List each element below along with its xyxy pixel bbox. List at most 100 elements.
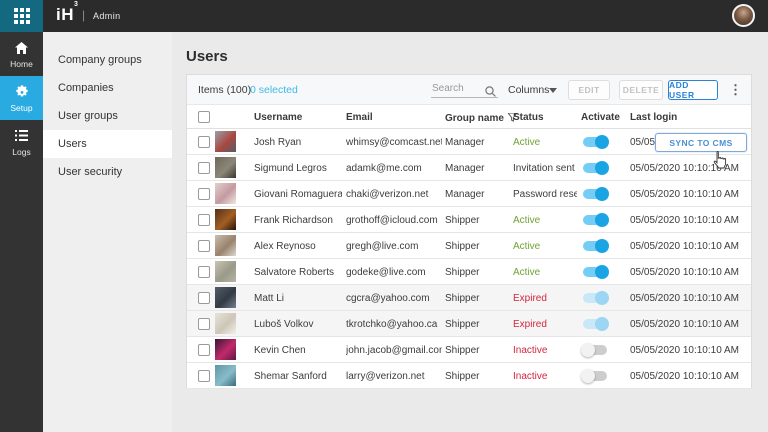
status-badge: Password reset bbox=[513, 189, 577, 200]
group-cell: Manager bbox=[445, 163, 485, 174]
table-row[interactable]: Sigmund Legros adamk@me.com Manager Invi… bbox=[187, 155, 751, 181]
table-row[interactable]: Luboš Volkov tkrotchko@yahoo.ca Shipper … bbox=[187, 311, 751, 337]
last-login-cell: 05/05/2020 10:10:10 AM bbox=[630, 189, 739, 200]
activate-toggle[interactable] bbox=[583, 239, 609, 253]
status-badge: Active bbox=[513, 215, 541, 226]
apps-menu-button[interactable] bbox=[0, 0, 43, 32]
last-login-cell: 05/05/2020 10:10:10 AM bbox=[630, 345, 739, 356]
add-user-button[interactable]: ADD USER bbox=[668, 80, 718, 100]
rail-item-home[interactable]: Home bbox=[0, 32, 43, 76]
row-checkbox[interactable] bbox=[198, 292, 210, 304]
toggle-knob bbox=[581, 343, 595, 357]
row-checkbox[interactable] bbox=[198, 266, 210, 278]
sidebar-item-users[interactable]: Users bbox=[43, 130, 172, 158]
activate-toggle[interactable] bbox=[583, 135, 609, 149]
group-cell: Shipper bbox=[445, 345, 480, 356]
sidebar-item-user-groups[interactable]: User groups bbox=[58, 110, 118, 122]
table-row[interactable]: Alex Reynoso gregh@live.com Shipper Acti… bbox=[187, 233, 751, 259]
delete-button[interactable]: DELETE bbox=[619, 80, 663, 100]
last-login-cell: 05/05/2020 10:10:10 AM bbox=[630, 371, 739, 382]
toggle-knob bbox=[581, 369, 595, 383]
username-cell: Alex Reynoso bbox=[254, 241, 316, 252]
select-all-checkbox[interactable] bbox=[198, 111, 210, 123]
email-cell: godeke@live.com bbox=[346, 267, 426, 278]
header-activate[interactable]: Activate bbox=[581, 112, 620, 123]
table-row[interactable]: Kevin Chen john.jacob@gmail.com Shipper … bbox=[187, 337, 751, 363]
activate-toggle[interactable] bbox=[583, 213, 609, 227]
nav-rail: Home Setup Logs bbox=[0, 32, 43, 432]
table-row[interactable]: Shemar Sanford larry@verizon.net Shipper… bbox=[187, 363, 751, 389]
table-header: Username Email Group name Status Activat… bbox=[187, 106, 751, 129]
toggle-knob bbox=[595, 161, 609, 175]
last-login-cell: 05/05/2020 10:10:10 AM bbox=[630, 215, 739, 226]
email-cell: john.jacob@gmail.com bbox=[346, 345, 442, 356]
row-checkbox[interactable] bbox=[198, 188, 210, 200]
email-cell: chaki@verizon.net bbox=[346, 189, 429, 200]
header-status[interactable]: Status bbox=[513, 112, 544, 123]
row-checkbox[interactable] bbox=[198, 370, 210, 382]
avatar bbox=[215, 261, 236, 282]
status-badge: Active bbox=[513, 137, 541, 148]
last-login-cell: 05/05/2020 10:10:10 AM bbox=[630, 163, 739, 174]
page-title: Users bbox=[186, 48, 228, 65]
toggle-knob bbox=[595, 317, 609, 331]
table-row[interactable]: Matt Li cgcra@yahoo.com Shipper Expired … bbox=[187, 285, 751, 311]
toggle-knob bbox=[595, 265, 609, 279]
table-row[interactable]: Frank Richardson grothoff@icloud.com Shi… bbox=[187, 207, 751, 233]
header-last-login[interactable]: Last login bbox=[630, 112, 678, 123]
sidebar-item-company-groups[interactable]: Company groups bbox=[58, 54, 142, 66]
row-checkbox[interactable] bbox=[198, 214, 210, 226]
row-checkbox[interactable] bbox=[198, 162, 210, 174]
table-body: Josh Ryan whimsy@comcast.net Manager Act… bbox=[187, 129, 751, 389]
table-row[interactable]: Salvatore Roberts godeke@live.com Shippe… bbox=[187, 259, 751, 285]
row-checkbox[interactable] bbox=[198, 318, 210, 330]
sync-to-cms-button[interactable]: SYNC TO CMS bbox=[655, 133, 747, 152]
activate-toggle[interactable] bbox=[583, 291, 609, 305]
rail-item-setup[interactable]: Setup bbox=[0, 76, 43, 120]
last-login-cell: 05/05/2020 10:10:10 AM bbox=[630, 241, 739, 252]
toggle-knob bbox=[595, 187, 609, 201]
columns-dropdown[interactable]: Columns bbox=[508, 84, 550, 96]
items-count: Items (100) bbox=[198, 84, 252, 96]
username-cell: Matt Li bbox=[254, 293, 285, 304]
email-cell: whimsy@comcast.net bbox=[346, 137, 442, 148]
main-content: Users Items (100) 0 selected Columns EDI… bbox=[172, 32, 768, 432]
activate-toggle[interactable] bbox=[583, 161, 609, 175]
row-checkbox[interactable] bbox=[198, 136, 210, 148]
header-group-name[interactable]: Group name bbox=[445, 112, 518, 124]
rail-item-logs[interactable]: Logs bbox=[0, 120, 43, 164]
activate-toggle[interactable] bbox=[583, 317, 609, 331]
kebab-menu-icon[interactable]: ⋮ bbox=[729, 82, 742, 97]
row-checkbox[interactable] bbox=[198, 344, 210, 356]
group-cell: Shipper bbox=[445, 319, 480, 330]
row-checkbox[interactable] bbox=[198, 240, 210, 252]
status-badge: Invitation sent bbox=[513, 163, 575, 174]
header-username[interactable]: Username bbox=[254, 112, 303, 123]
app-subtitle: Admin bbox=[93, 11, 121, 21]
toggle-knob bbox=[595, 213, 609, 227]
username-cell: Josh Ryan bbox=[254, 137, 302, 148]
edit-button[interactable]: EDIT bbox=[568, 80, 610, 100]
activate-toggle[interactable] bbox=[581, 343, 607, 357]
chevron-down-icon[interactable] bbox=[549, 88, 557, 93]
activate-toggle[interactable] bbox=[581, 369, 607, 383]
avatar bbox=[215, 183, 236, 204]
avatar bbox=[215, 131, 236, 152]
avatar bbox=[215, 339, 236, 360]
user-avatar[interactable] bbox=[732, 4, 755, 27]
table-row[interactable]: Giovani Romaguera chaki@verizon.net Mana… bbox=[187, 181, 751, 207]
setup-sidebar: Company groups Companies User groups Use… bbox=[43, 32, 172, 432]
selected-count[interactable]: 0 selected bbox=[250, 84, 298, 96]
activate-toggle[interactable] bbox=[583, 187, 609, 201]
search-input[interactable] bbox=[431, 81, 498, 98]
username-cell: Sigmund Legros bbox=[254, 163, 327, 174]
sidebar-item-companies[interactable]: Companies bbox=[58, 82, 114, 94]
activate-toggle[interactable] bbox=[583, 265, 609, 279]
group-cell: Shipper bbox=[445, 267, 480, 278]
table-toolbar: Items (100) 0 selected Columns EDIT DELE… bbox=[187, 75, 751, 105]
header-email[interactable]: Email bbox=[346, 112, 373, 123]
group-cell: Shipper bbox=[445, 371, 480, 382]
sidebar-item-user-security[interactable]: User security bbox=[58, 166, 123, 178]
status-badge: Expired bbox=[513, 293, 547, 304]
